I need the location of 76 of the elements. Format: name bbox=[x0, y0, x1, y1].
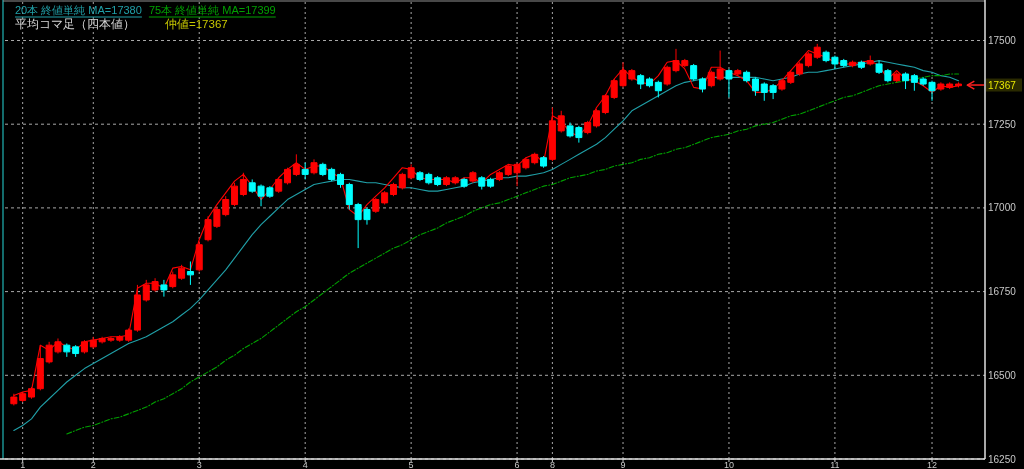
candlestick bbox=[310, 158, 318, 175]
candlestick bbox=[849, 60, 857, 68]
candlestick bbox=[345, 182, 353, 211]
candlestick bbox=[328, 167, 336, 182]
candlestick bbox=[160, 279, 168, 298]
x-tick-label: 2 bbox=[90, 460, 96, 469]
candlestick bbox=[866, 55, 874, 67]
x-tick-label: 3 bbox=[196, 460, 202, 469]
candlestick bbox=[902, 71, 910, 90]
candlestick bbox=[698, 76, 706, 93]
candlestick bbox=[451, 175, 459, 185]
candlestick bbox=[743, 70, 751, 83]
text: 20本 終値単純 MA=17380 bbox=[15, 4, 142, 16]
candlestick bbox=[284, 167, 292, 185]
candlestick bbox=[337, 172, 344, 189]
candlestick bbox=[389, 182, 397, 197]
x-tick-label: 1 bbox=[20, 460, 26, 469]
candlestick bbox=[301, 162, 309, 180]
candlestick bbox=[434, 175, 442, 187]
y-tick-label: 16500 bbox=[988, 369, 1017, 381]
candlestick bbox=[857, 60, 865, 70]
text: 平均コマ足（四本値） bbox=[15, 18, 135, 31]
x-tick-label: 9 bbox=[620, 460, 626, 469]
candlestick bbox=[275, 177, 283, 194]
candlestick bbox=[796, 61, 804, 77]
candlestick bbox=[495, 170, 503, 182]
candlestick bbox=[593, 108, 601, 129]
candlestick bbox=[231, 182, 239, 207]
candlestick bbox=[910, 73, 918, 92]
x-tick-label: 4 bbox=[302, 460, 308, 469]
candlestick bbox=[186, 260, 194, 286]
x-tick-label: 10 bbox=[723, 460, 734, 469]
candlestick bbox=[63, 342, 71, 358]
y-tick-label: 17000 bbox=[988, 202, 1017, 214]
y-tick-label: 17500 bbox=[988, 35, 1017, 46]
x-tick-label: 8 bbox=[549, 460, 555, 469]
candlestick bbox=[169, 271, 177, 289]
x-tick-label: 5 bbox=[408, 460, 414, 469]
candlestick bbox=[469, 170, 477, 184]
candlestick bbox=[725, 68, 733, 98]
y-tick-label: 17250 bbox=[988, 118, 1017, 130]
candlestick bbox=[540, 155, 548, 169]
annotation: 仲値=17367 bbox=[165, 18, 228, 30]
candlestick bbox=[734, 68, 742, 77]
x-tick-label: 12 bbox=[927, 460, 938, 469]
candlestick bbox=[319, 162, 327, 177]
candlestick bbox=[442, 175, 450, 187]
candlestick bbox=[125, 327, 133, 343]
candlestick bbox=[460, 177, 468, 189]
candlestick bbox=[548, 106, 556, 162]
x-tick-label: 6 bbox=[514, 460, 520, 469]
candlestick bbox=[584, 120, 592, 135]
candlestick bbox=[654, 80, 662, 98]
candlestick bbox=[557, 110, 565, 134]
candlestick bbox=[751, 76, 759, 97]
candlestick bbox=[601, 93, 609, 115]
x-tick-label: 11 bbox=[830, 460, 840, 469]
candlestick bbox=[637, 73, 645, 90]
candlestick bbox=[195, 240, 203, 273]
candlestick bbox=[381, 190, 389, 206]
candlestick bbox=[292, 153, 300, 177]
y-tick-label: 16750 bbox=[988, 286, 1017, 298]
candlestick bbox=[239, 172, 247, 197]
ref-line-label: 17367 bbox=[988, 79, 1017, 91]
candlestick bbox=[893, 71, 901, 83]
candlestick bbox=[72, 344, 80, 358]
candlestick bbox=[690, 63, 698, 82]
candlestick bbox=[178, 264, 186, 281]
candlestick bbox=[487, 177, 495, 189]
candlestick bbox=[133, 284, 141, 333]
candlestick bbox=[372, 197, 380, 214]
y-tick-label: 16250 bbox=[988, 453, 1017, 465]
candlestick bbox=[80, 339, 88, 355]
candlestick bbox=[646, 76, 653, 88]
text: 75本 終値単純 MA=17399 bbox=[148, 4, 276, 16]
candlestick bbox=[478, 175, 486, 190]
